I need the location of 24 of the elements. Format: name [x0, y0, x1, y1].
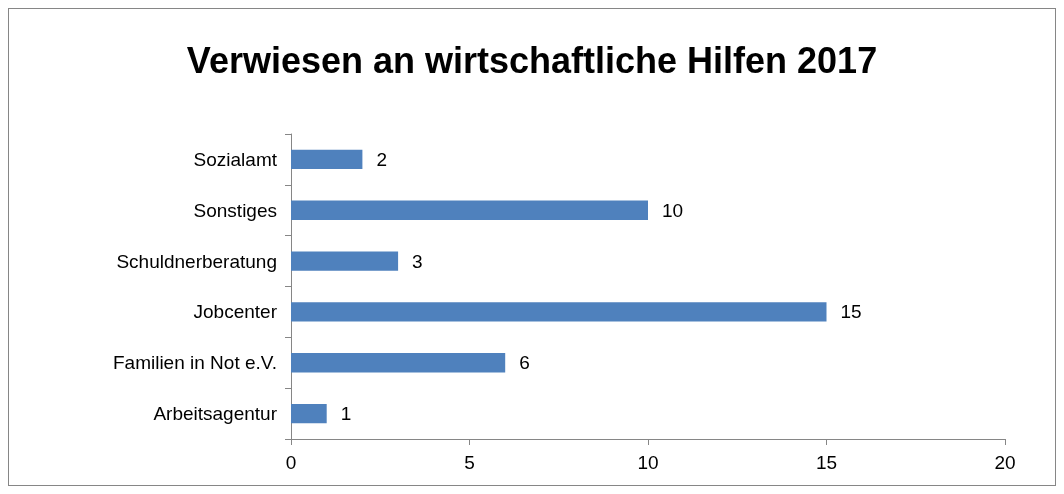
data-label: 6 [519, 352, 530, 374]
bar [291, 353, 506, 373]
y-tick-label: Sonstiges [193, 199, 277, 221]
data-label: 10 [662, 199, 684, 221]
bar [291, 200, 648, 220]
y-tick-label: Arbeitsagentur [153, 403, 278, 425]
x-tick-label: 5 [464, 452, 475, 473]
y-tick-label: Sozialamt [193, 148, 278, 170]
data-label: 2 [376, 148, 387, 170]
bar [291, 403, 327, 424]
bar [291, 149, 363, 170]
x-tick-label: 0 [285, 452, 297, 473]
bar [291, 302, 827, 322]
data-label: 3 [412, 250, 423, 272]
chart-title: Verwiesen an wirtschaftliche Hilfen 2017 [186, 39, 878, 81]
x-tick-label: 20 [994, 452, 1016, 473]
y-tick-label: Schuldnerberatung [116, 250, 277, 272]
x-tick-label: 10 [637, 452, 659, 473]
y-tick-label: Familien in Not e.V. [112, 352, 277, 374]
data-label: 15 [840, 301, 862, 323]
data-label: 1 [340, 403, 352, 425]
y-tick-label: Jobcenter [193, 301, 278, 323]
bar [291, 251, 399, 271]
x-tick-label: 15 [815, 452, 838, 473]
